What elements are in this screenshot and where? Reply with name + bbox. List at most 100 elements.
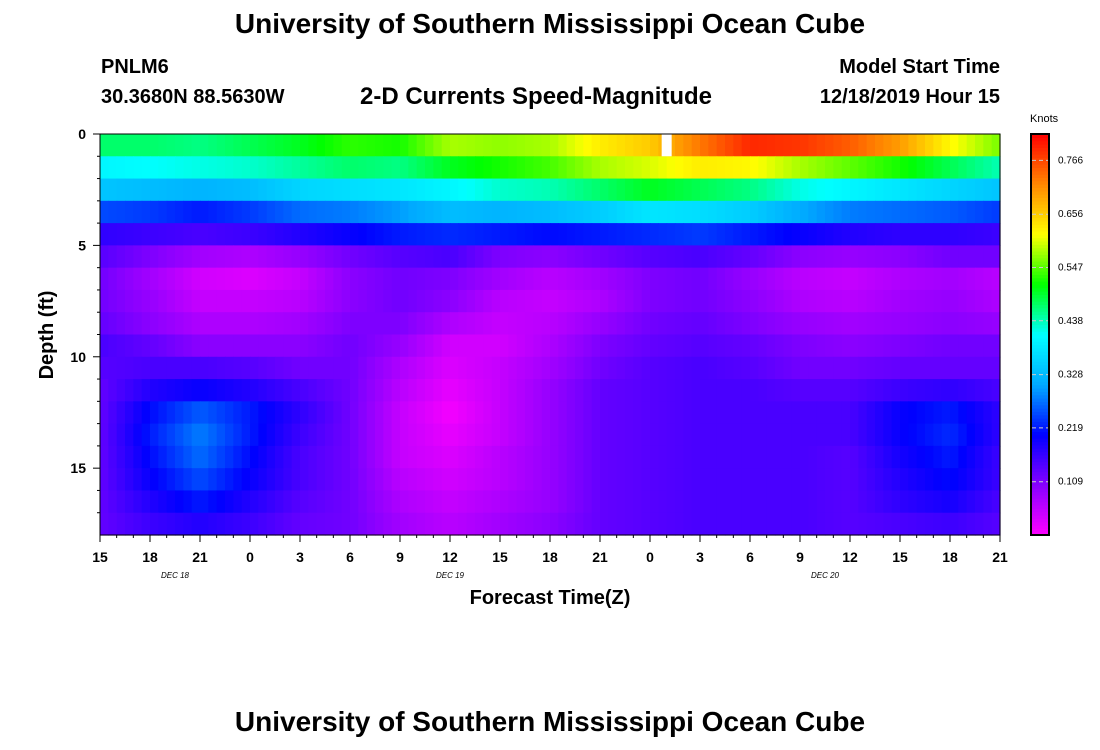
- heatmap-cell: [300, 245, 309, 269]
- heatmap-cell: [983, 156, 993, 180]
- heatmap-cell: [100, 468, 109, 492]
- heatmap-cell: [558, 334, 568, 358]
- heatmap-cell: [375, 134, 384, 157]
- heatmap-cell: [791, 200, 801, 224]
- heatmap-cell: [433, 423, 443, 447]
- heatmap-cell: [766, 401, 776, 425]
- heatmap-cell: [500, 312, 509, 336]
- heatmap-cell: [241, 423, 251, 447]
- heatmap-cell: [625, 134, 634, 157]
- colorbar-segment: [1031, 501, 1049, 506]
- heatmap-cell: [266, 468, 276, 492]
- heatmap-cell: [808, 356, 818, 380]
- heatmap-cell: [450, 356, 459, 380]
- heatmap-cell: [108, 156, 118, 180]
- heatmap-cell: [375, 490, 384, 514]
- heatmap-cell: [491, 267, 501, 291]
- heatmap-cell: [891, 512, 901, 536]
- heatmap-cell: [600, 490, 609, 514]
- heatmap-cell: [883, 401, 893, 425]
- heatmap-cell: [691, 423, 701, 447]
- heatmap-cell: [758, 178, 768, 202]
- heatmap-cell: [558, 156, 568, 180]
- heatmap-cell: [658, 223, 668, 246]
- heatmap-cell: [575, 379, 584, 402]
- heatmap-cell: [850, 401, 859, 425]
- heatmap-cell: [925, 490, 934, 514]
- heatmap-cell: [433, 245, 443, 269]
- heatmap-cell: [108, 512, 118, 536]
- heatmap-cell: [575, 289, 584, 313]
- heatmap-cell: [491, 512, 501, 536]
- heatmap-cell: [183, 401, 193, 425]
- heatmap-cell: [700, 223, 709, 246]
- heatmap-cell: [883, 156, 893, 180]
- heatmap-cell: [150, 245, 159, 269]
- heatmap-cell: [308, 356, 318, 380]
- heatmap-cell: [975, 223, 984, 246]
- heatmap-cell: [125, 512, 134, 536]
- heatmap-cell: [491, 223, 501, 246]
- heatmap-cell: [950, 178, 959, 202]
- heatmap-cell: [133, 490, 143, 514]
- heatmap-cell: [875, 356, 884, 380]
- heatmap-cell: [441, 223, 451, 246]
- heatmap-cell: [341, 156, 351, 180]
- heatmap-cell: [983, 267, 993, 291]
- heatmap-cell: [675, 156, 684, 180]
- heatmap-cell: [658, 468, 668, 492]
- heatmap-cell: [666, 445, 676, 469]
- heatmap-cell: [175, 289, 184, 313]
- heatmap-cell: [725, 223, 734, 246]
- colorbar-segment: [1031, 521, 1049, 526]
- heatmap-cell: [866, 223, 876, 246]
- heatmap-cell: [825, 312, 834, 336]
- heatmap-cell: [433, 267, 443, 291]
- heatmap-cell: [108, 490, 118, 514]
- heatmap-cell: [233, 423, 243, 447]
- heatmap-cell: [358, 490, 368, 514]
- colorbar-segment: [1031, 488, 1049, 493]
- x-tick-label: 12: [842, 549, 858, 565]
- heatmap-cell: [291, 512, 301, 536]
- heatmap-cell: [400, 356, 409, 380]
- heatmap-cell: [725, 289, 734, 313]
- colorbar-segment: [1031, 154, 1049, 158]
- heatmap-cell: [225, 267, 234, 291]
- heatmap-cell: [966, 289, 976, 313]
- heatmap-cell: [900, 468, 909, 492]
- heatmap-cell: [366, 178, 376, 202]
- heatmap-cell: [725, 356, 734, 380]
- heatmap-cell: [541, 512, 551, 536]
- heatmap-cell: [941, 334, 951, 358]
- heatmap-cell: [775, 334, 784, 358]
- heatmap-cell: [958, 267, 968, 291]
- heatmap-cell: [475, 245, 484, 269]
- heatmap-cell: [875, 245, 884, 269]
- heatmap-cell: [850, 312, 859, 336]
- heatmap-cell: [575, 245, 584, 269]
- heatmap-cell: [191, 134, 201, 157]
- heatmap-cell: [791, 134, 801, 157]
- heatmap-cell: [558, 134, 568, 157]
- heatmap-cell: [666, 512, 676, 536]
- heatmap-cell: [241, 401, 251, 425]
- heatmap-cell: [875, 490, 884, 514]
- heatmap-cell: [400, 490, 409, 514]
- colorbar-segment: [1031, 481, 1049, 486]
- heatmap-cell: [175, 178, 184, 202]
- heatmap-cell: [800, 334, 809, 358]
- heatmap-cell: [583, 178, 593, 202]
- heatmap-cell: [741, 245, 751, 269]
- heatmap-cell: [525, 512, 534, 536]
- heatmap-cell: [641, 312, 651, 336]
- heatmap-cell: [950, 334, 959, 358]
- heatmap-cell: [483, 312, 493, 336]
- heatmap-cell: [775, 245, 784, 269]
- heatmap-cell: [591, 379, 601, 402]
- heatmap-cell: [866, 200, 876, 224]
- heatmap-cell: [491, 379, 501, 402]
- heatmap-cell: [833, 223, 843, 246]
- heatmap-cell: [366, 312, 376, 336]
- heatmap-cell: [341, 512, 351, 536]
